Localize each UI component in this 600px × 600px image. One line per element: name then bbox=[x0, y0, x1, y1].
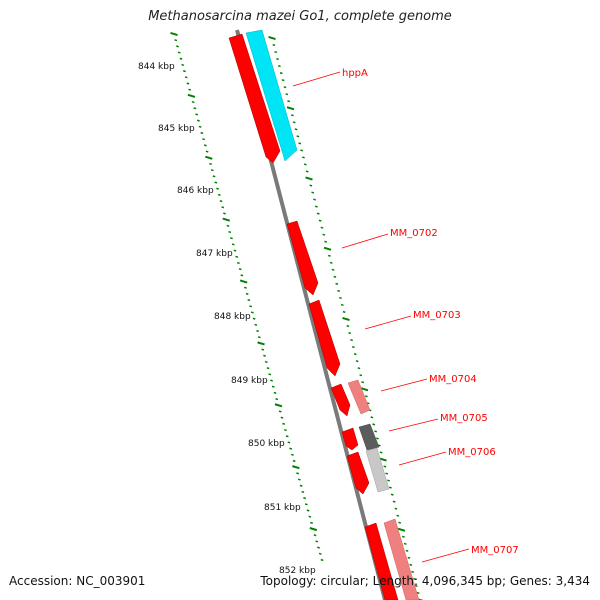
gene-label: MM_0707 bbox=[471, 545, 519, 556]
gene-label-connector bbox=[388, 418, 439, 432]
tick-label: 844 kbp bbox=[138, 62, 175, 72]
ruler-ticks: 844 kbp 845 kbp 846 kbp 847 kbp 848 kbp … bbox=[138, 62, 316, 576]
tick-label: 846 kbp bbox=[177, 186, 214, 196]
gene-arrow-forward[interactable] bbox=[330, 383, 351, 417]
tick-label: 849 kbp bbox=[231, 376, 268, 386]
gene-label-connector bbox=[364, 315, 412, 330]
gene-arrow-inner[interactable] bbox=[383, 518, 420, 600]
tick-label: 848 kbp bbox=[214, 312, 251, 322]
gene-label: MM_0706 bbox=[448, 447, 496, 458]
gene-label-connector bbox=[292, 71, 341, 87]
ruler-dots bbox=[170, 31, 324, 562]
topology-text: Topology: circular; Length: 4,096,345 bp… bbox=[260, 574, 590, 588]
gene-MM_0705[interactable]: MM_0705 bbox=[341, 413, 488, 451]
accession-text: Accession: NC_003901 bbox=[9, 574, 146, 588]
gene-label: MM_0704 bbox=[429, 374, 477, 385]
gene-arrow-forward[interactable] bbox=[228, 33, 281, 164]
gene-MM_0707[interactable]: MM_0707 bbox=[364, 518, 519, 600]
tick-label: 851 kbp bbox=[264, 503, 301, 513]
map-title: Methanosarcina mazei Go1, complete genom… bbox=[148, 9, 452, 24]
gene-label-connector bbox=[341, 233, 389, 249]
gene-hppA[interactable]: hppA bbox=[228, 29, 368, 164]
gene-arrow-forward[interactable] bbox=[286, 220, 319, 296]
gene-label: MM_0702 bbox=[390, 228, 438, 239]
gene-MM_0704[interactable]: MM_0704 bbox=[330, 374, 477, 417]
gene-arrow-inner[interactable] bbox=[365, 447, 390, 493]
gene-label: MM_0703 bbox=[413, 310, 461, 321]
tick-label: 845 kbp bbox=[158, 124, 195, 134]
gene-arrow-forward[interactable] bbox=[364, 522, 399, 600]
gene-label-connector bbox=[398, 451, 447, 466]
gene-label: hppA bbox=[342, 68, 368, 79]
gene-arrow-forward[interactable] bbox=[341, 427, 359, 451]
gene-arrow-inner[interactable] bbox=[358, 423, 380, 451]
gene-label: MM_0705 bbox=[440, 413, 488, 424]
gene-MM_0706[interactable]: MM_0706 bbox=[346, 447, 496, 495]
gene-arrow-inner[interactable] bbox=[347, 379, 371, 415]
gene-label-connector bbox=[421, 548, 470, 563]
gene-MM_0703[interactable]: MM_0703 bbox=[308, 299, 461, 377]
gene-arrow-inner[interactable] bbox=[245, 29, 298, 162]
tick-label: 852 kbp bbox=[279, 566, 316, 576]
gene-MM_0702[interactable]: MM_0702 bbox=[286, 220, 438, 296]
tick-label: 847 kbp bbox=[196, 249, 233, 259]
gene-label-connector bbox=[380, 378, 428, 392]
tick-label: 850 kbp bbox=[248, 439, 285, 449]
ruler-dots-inner bbox=[268, 35, 424, 600]
gene-arrow-forward[interactable] bbox=[346, 451, 370, 495]
gene-arrow-forward[interactable] bbox=[308, 299, 341, 377]
